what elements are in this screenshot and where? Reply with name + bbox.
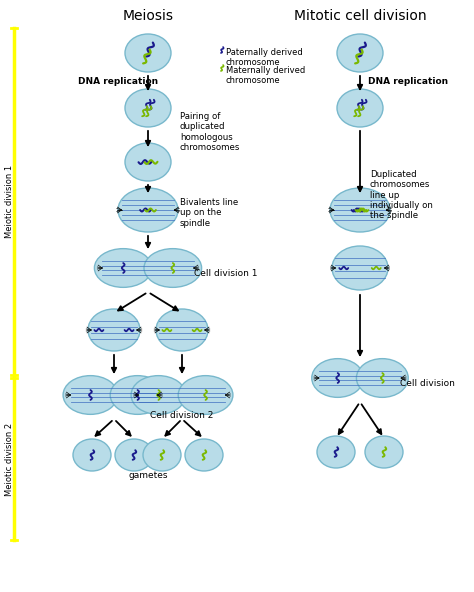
Ellipse shape [118, 188, 178, 232]
Ellipse shape [178, 376, 233, 414]
Ellipse shape [115, 439, 153, 471]
Ellipse shape [337, 89, 383, 127]
Text: Mitotic cell division: Mitotic cell division [294, 9, 426, 23]
Text: Meiosis: Meiosis [122, 9, 173, 23]
Text: Bivalents line
up on the
spindle: Bivalents line up on the spindle [180, 198, 238, 228]
Ellipse shape [125, 34, 171, 72]
Ellipse shape [73, 439, 111, 471]
Ellipse shape [365, 436, 403, 468]
Ellipse shape [143, 439, 181, 471]
Ellipse shape [337, 34, 383, 72]
Text: Maternally derived
chromosome: Maternally derived chromosome [226, 66, 305, 85]
Ellipse shape [110, 376, 165, 414]
Text: gametes: gametes [128, 471, 168, 480]
Text: DNA replication: DNA replication [368, 78, 448, 86]
Ellipse shape [131, 376, 186, 414]
Text: Cell division 2: Cell division 2 [150, 410, 213, 420]
Text: Meiotic division 1: Meiotic division 1 [6, 165, 15, 238]
Ellipse shape [185, 439, 223, 471]
Text: DNA replication: DNA replication [78, 78, 158, 86]
Ellipse shape [125, 143, 171, 181]
Ellipse shape [125, 89, 171, 127]
Text: Pairing of
duplicated
homologous
chromosomes: Pairing of duplicated homologous chromos… [180, 112, 240, 152]
Ellipse shape [312, 359, 364, 397]
Text: Paternally derived
chromosome: Paternally derived chromosome [226, 48, 303, 67]
Ellipse shape [156, 309, 208, 351]
Ellipse shape [330, 188, 390, 232]
Text: Cell division 1: Cell division 1 [194, 269, 257, 278]
Ellipse shape [144, 249, 201, 287]
Ellipse shape [332, 246, 388, 290]
Ellipse shape [63, 376, 118, 414]
Ellipse shape [94, 249, 152, 287]
Ellipse shape [356, 359, 408, 397]
Text: Meiotic division 2: Meiotic division 2 [6, 423, 15, 496]
Ellipse shape [88, 309, 140, 351]
Text: Cell division: Cell division [400, 378, 455, 388]
Ellipse shape [317, 436, 355, 468]
Text: Duplicated
chromosomes
line up
individually on
the spindle: Duplicated chromosomes line up individua… [370, 170, 433, 220]
